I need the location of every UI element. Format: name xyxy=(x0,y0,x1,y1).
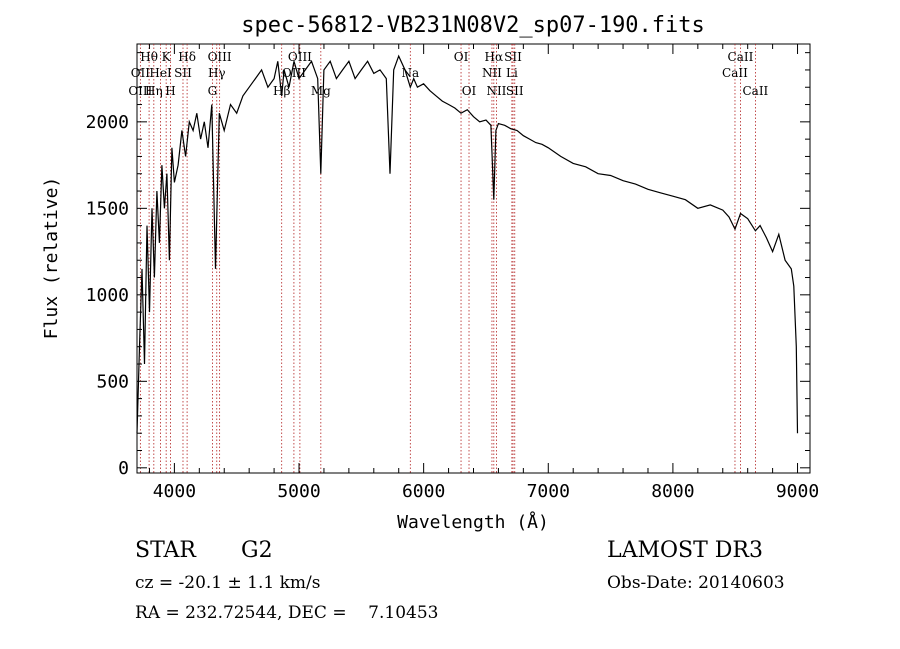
line-id-label: NII xyxy=(486,84,506,98)
redshift-text: cz = -20.1 ± 1.1 km/s xyxy=(135,573,321,593)
tick-group: 4000 5000 6000 7000 8000 9000 0 500 1000 1500 2000 xyxy=(86,44,819,502)
x-tick-label: 6000 xyxy=(402,481,445,502)
annotation-group: Hθ OII OIII K HeI Hη Hδ SII H OIII Hγ G OIII OIII Hβ Mg… xyxy=(128,50,768,98)
x-tick-label: 9000 xyxy=(776,481,819,502)
x-axis-label: Wavelength (Å) xyxy=(397,511,549,533)
chart-title: spec-56812-VB231N08V2_sp07-190.fits xyxy=(241,13,705,38)
line-id-label: CaII xyxy=(728,50,754,64)
line-id-label: OII xyxy=(131,66,151,80)
object-class: STAR xyxy=(135,538,196,563)
x-tick-label: 5000 xyxy=(277,481,320,502)
y-tick-label: 2000 xyxy=(86,112,129,133)
x-tick-label: 8000 xyxy=(651,481,694,502)
x-tick-label: 7000 xyxy=(527,481,570,502)
line-id-label: OI xyxy=(462,84,477,98)
line-id-label: Mg xyxy=(311,84,331,98)
y-tick-label: 1000 xyxy=(86,285,129,306)
survey-name: LAMOST DR3 xyxy=(607,538,763,563)
y-axis-label: Flux (relative) xyxy=(41,177,62,340)
line-id-label: OIII xyxy=(208,50,232,64)
line-id-label: OIII xyxy=(288,50,312,64)
line-id-label: SII xyxy=(174,66,192,80)
y-tick-label: 500 xyxy=(96,371,129,392)
y-tick-label: 1500 xyxy=(86,198,129,219)
x-tick-label: 4000 xyxy=(153,481,196,502)
line-marker-group xyxy=(139,44,756,473)
line-id-label: Hβ xyxy=(273,84,290,98)
line-id-label: Hγ xyxy=(208,66,226,80)
line-id-label: SII xyxy=(506,84,524,98)
line-id-label: OI xyxy=(454,50,469,64)
line-id-label: Hθ xyxy=(140,50,158,64)
line-id-label: Hδ xyxy=(178,50,196,64)
line-id-label: HeI xyxy=(149,66,172,80)
obs-date-text: Obs-Date: 20140603 xyxy=(607,573,785,593)
line-id-label: SII xyxy=(504,50,522,64)
line-id-label: H xyxy=(165,84,175,98)
line-id-label: NII xyxy=(482,66,502,80)
line-id-label: OIII xyxy=(282,66,306,80)
y-tick-label: 0 xyxy=(118,458,129,479)
line-id-label: G xyxy=(208,84,218,98)
line-id-label: K xyxy=(162,50,172,64)
line-id-label: Na xyxy=(401,66,419,80)
line-id-label: CaII xyxy=(722,66,748,80)
line-id-label: Hα xyxy=(485,50,504,64)
coords-text: RA = 232.72544, DEC = 7.10453 xyxy=(135,603,439,623)
line-id-label: OIII xyxy=(128,84,152,98)
line-id-label: Li xyxy=(506,66,518,80)
line-id-label: Hη xyxy=(145,84,163,98)
spectrum-line xyxy=(136,54,799,434)
subclass: G2 xyxy=(241,538,273,563)
line-id-label: CaII xyxy=(742,84,768,98)
